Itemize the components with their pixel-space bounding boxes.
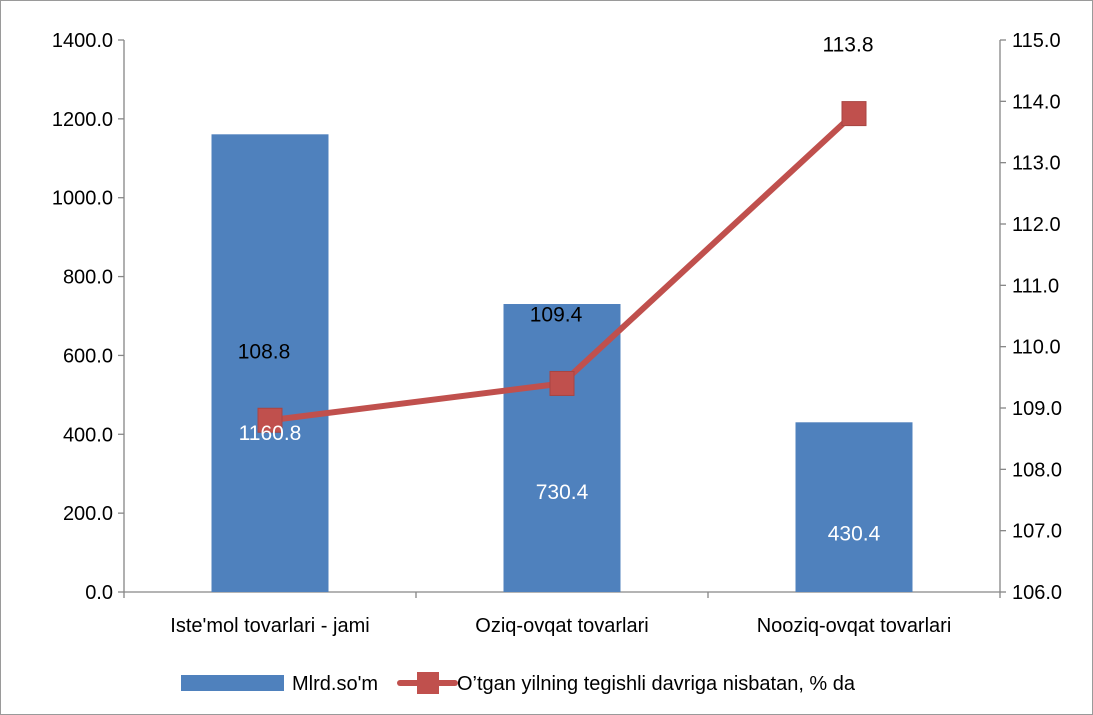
bars-layer: [211, 134, 913, 592]
x-tick-label: Oziq-ovqat tovarlari: [475, 615, 648, 637]
y-left-tick-label: 400.0: [63, 424, 113, 446]
x-tick-label: Iste'mol tovarlari - jami: [170, 615, 369, 637]
y-right-tick-label: 110.0: [1012, 337, 1061, 359]
axes-layer: 0.0 200.0 400.0 600.0 800.0 1000.0 1200.0 1400.…: [52, 30, 1062, 637]
line-point: [549, 370, 575, 396]
legend-label-line: O’tgan yilning tegishli davriga nisbatan…: [457, 673, 856, 695]
bar: [795, 422, 913, 592]
y-right-tick-label: 115.0: [1012, 30, 1061, 52]
labels-layer: 1160.8 730.4 430.4 108.8 109.4 113.8: [238, 34, 881, 546]
y-right-tick-label: 113.0: [1012, 153, 1061, 175]
legend-swatch-bar: [181, 675, 284, 691]
line-data-label: 109.4: [530, 303, 583, 326]
y-left-tick-label: 1200.0: [52, 109, 113, 131]
bar-data-label: 1160.8: [239, 422, 302, 445]
line-data-label: 108.8: [238, 340, 291, 363]
line-layer: [257, 101, 867, 433]
bar: [211, 134, 329, 592]
y-left-tick-label: 800.0: [63, 267, 113, 289]
y-right-tick-label: 111.0: [1012, 275, 1059, 297]
y-left-tick-label: 0.0: [85, 582, 113, 604]
y-right-tick-label: 108.0: [1012, 459, 1062, 481]
y-right-tick-label: 114.0: [1012, 91, 1061, 113]
line-point: [841, 101, 867, 127]
y-left-tick-label: 200.0: [63, 503, 113, 525]
y-right-tick-label: 107.0: [1012, 521, 1062, 543]
line-point: [257, 407, 283, 433]
y-right-tick-label: 112.0: [1012, 214, 1061, 236]
y-right-tick-label: 106.0: [1012, 582, 1062, 604]
legend-marker-line: [417, 672, 439, 694]
y-left-tick-label: 600.0: [63, 345, 113, 367]
bar: [503, 304, 621, 592]
y-right-tick-label: 109.0: [1012, 398, 1062, 420]
y-left-tick-label: 1400.0: [52, 30, 113, 52]
line-data-label: 113.8: [823, 34, 874, 57]
y-left-tick-label: 1000.0: [52, 188, 113, 210]
legend: Mlrd.so'm O’tgan yilning tegishli davrig…: [181, 672, 856, 695]
x-tick-label: Nooziq-ovqat tovarlari: [757, 615, 952, 637]
bar-data-label: 730.4: [536, 481, 589, 504]
bar-data-label: 430.4: [828, 523, 881, 546]
legend-label-bar: Mlrd.so'm: [292, 673, 378, 695]
